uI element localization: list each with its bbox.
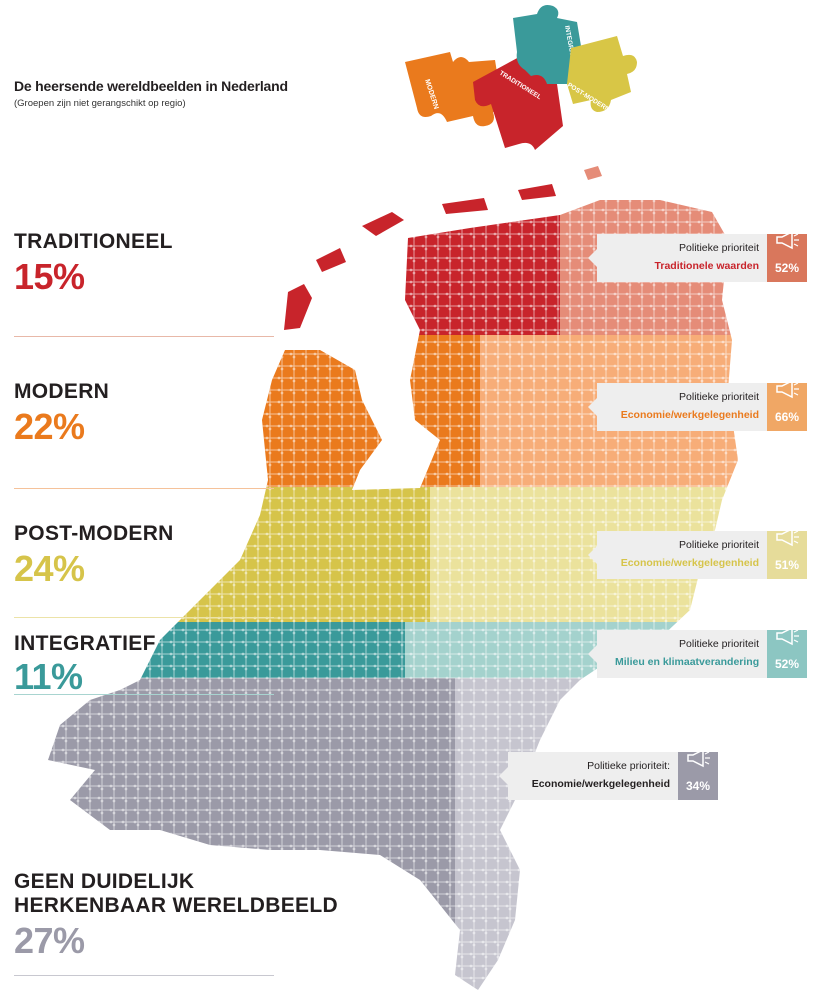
- category-name-integratief: INTEGRATIEF: [14, 632, 156, 655]
- wadden-islands: [284, 166, 602, 330]
- callout-value: Economie/werkgelegenheid: [620, 557, 759, 569]
- category-divider-post-modern: [14, 617, 274, 618]
- callout-pct: 34%: [685, 779, 711, 793]
- callout-traditioneel: Politieke prioriteit Traditionele waarde…: [588, 230, 807, 282]
- megaphone-icon: [776, 527, 799, 547]
- callout-post-modern: Politieke prioriteit Economie/werkgelege…: [588, 527, 807, 579]
- megaphone-icon: [687, 748, 710, 768]
- callout-label: Politieke prioriteit: [679, 242, 759, 254]
- category-pct-geen: 27%: [14, 920, 85, 961]
- category-divider-traditioneel: [14, 336, 274, 337]
- callout-pct: 66%: [774, 410, 800, 424]
- callout-label: Politieke prioriteit:: [587, 760, 670, 772]
- callout-label: Politieke prioriteit: [679, 391, 759, 403]
- category-divider-integratief: [14, 694, 274, 695]
- callout-badge: 51%: [767, 527, 807, 579]
- category-name-geen-line2: HERKENBAAR WERELDBEELD: [14, 894, 338, 917]
- callout-value: Milieu en klimaatverandering: [615, 656, 760, 668]
- megaphone-icon: [776, 626, 799, 646]
- callout-badge: 52%: [767, 626, 807, 678]
- callout-value: Economie/werkgelegenheid: [531, 778, 670, 790]
- callout-geen: Politieke prioriteit: Economie/werkgeleg…: [499, 748, 718, 800]
- category-pct-traditioneel: 15%: [14, 256, 85, 297]
- category-pct-integratief: 11%: [14, 656, 83, 697]
- puzzle-piece-modern: MODERN: [405, 52, 503, 127]
- category-name-modern: MODERN: [14, 380, 110, 403]
- callout-badge: 52%: [767, 230, 807, 282]
- category-divider-modern: [14, 488, 274, 489]
- category-name-geen-line1: GEEN DUIDELIJK: [14, 870, 195, 893]
- callout-badge: 66%: [767, 379, 807, 431]
- page-subtitle: (Groepen zijn niet gerangschikt op regio…: [14, 98, 186, 109]
- callout-pct: 52%: [774, 657, 800, 671]
- callout-value: Economie/werkgelegenheid: [620, 409, 759, 421]
- callout-pct: 52%: [774, 261, 800, 275]
- callout-badge: 34%: [678, 748, 718, 800]
- category-divider-geen: [14, 975, 274, 976]
- callout-label: Politieke prioriteit: [679, 638, 759, 650]
- category-name-traditioneel: TRADITIONEEL: [14, 230, 173, 253]
- page-title: De heersende wereldbeelden in Nederland: [14, 78, 288, 94]
- callout-modern: Politieke prioriteit Economie/werkgelege…: [588, 379, 807, 431]
- megaphone-icon: [776, 379, 799, 399]
- category-pct-modern: 22%: [14, 406, 85, 447]
- category-pct-post-modern: 24%: [14, 548, 85, 589]
- callout-value: Traditionele waarden: [654, 260, 759, 272]
- category-name-post-modern: POST-MODERN: [14, 522, 174, 545]
- callout-pct: 51%: [774, 558, 800, 572]
- callout-integratief: Politieke prioriteit Milieu en klimaatve…: [588, 626, 807, 678]
- callout-label: Politieke prioriteit: [679, 539, 759, 551]
- megaphone-icon: [776, 230, 799, 250]
- puzzle-logo: MODERN TRADITIONEEL INTEGRATIEF POST-MOD…: [405, 5, 637, 150]
